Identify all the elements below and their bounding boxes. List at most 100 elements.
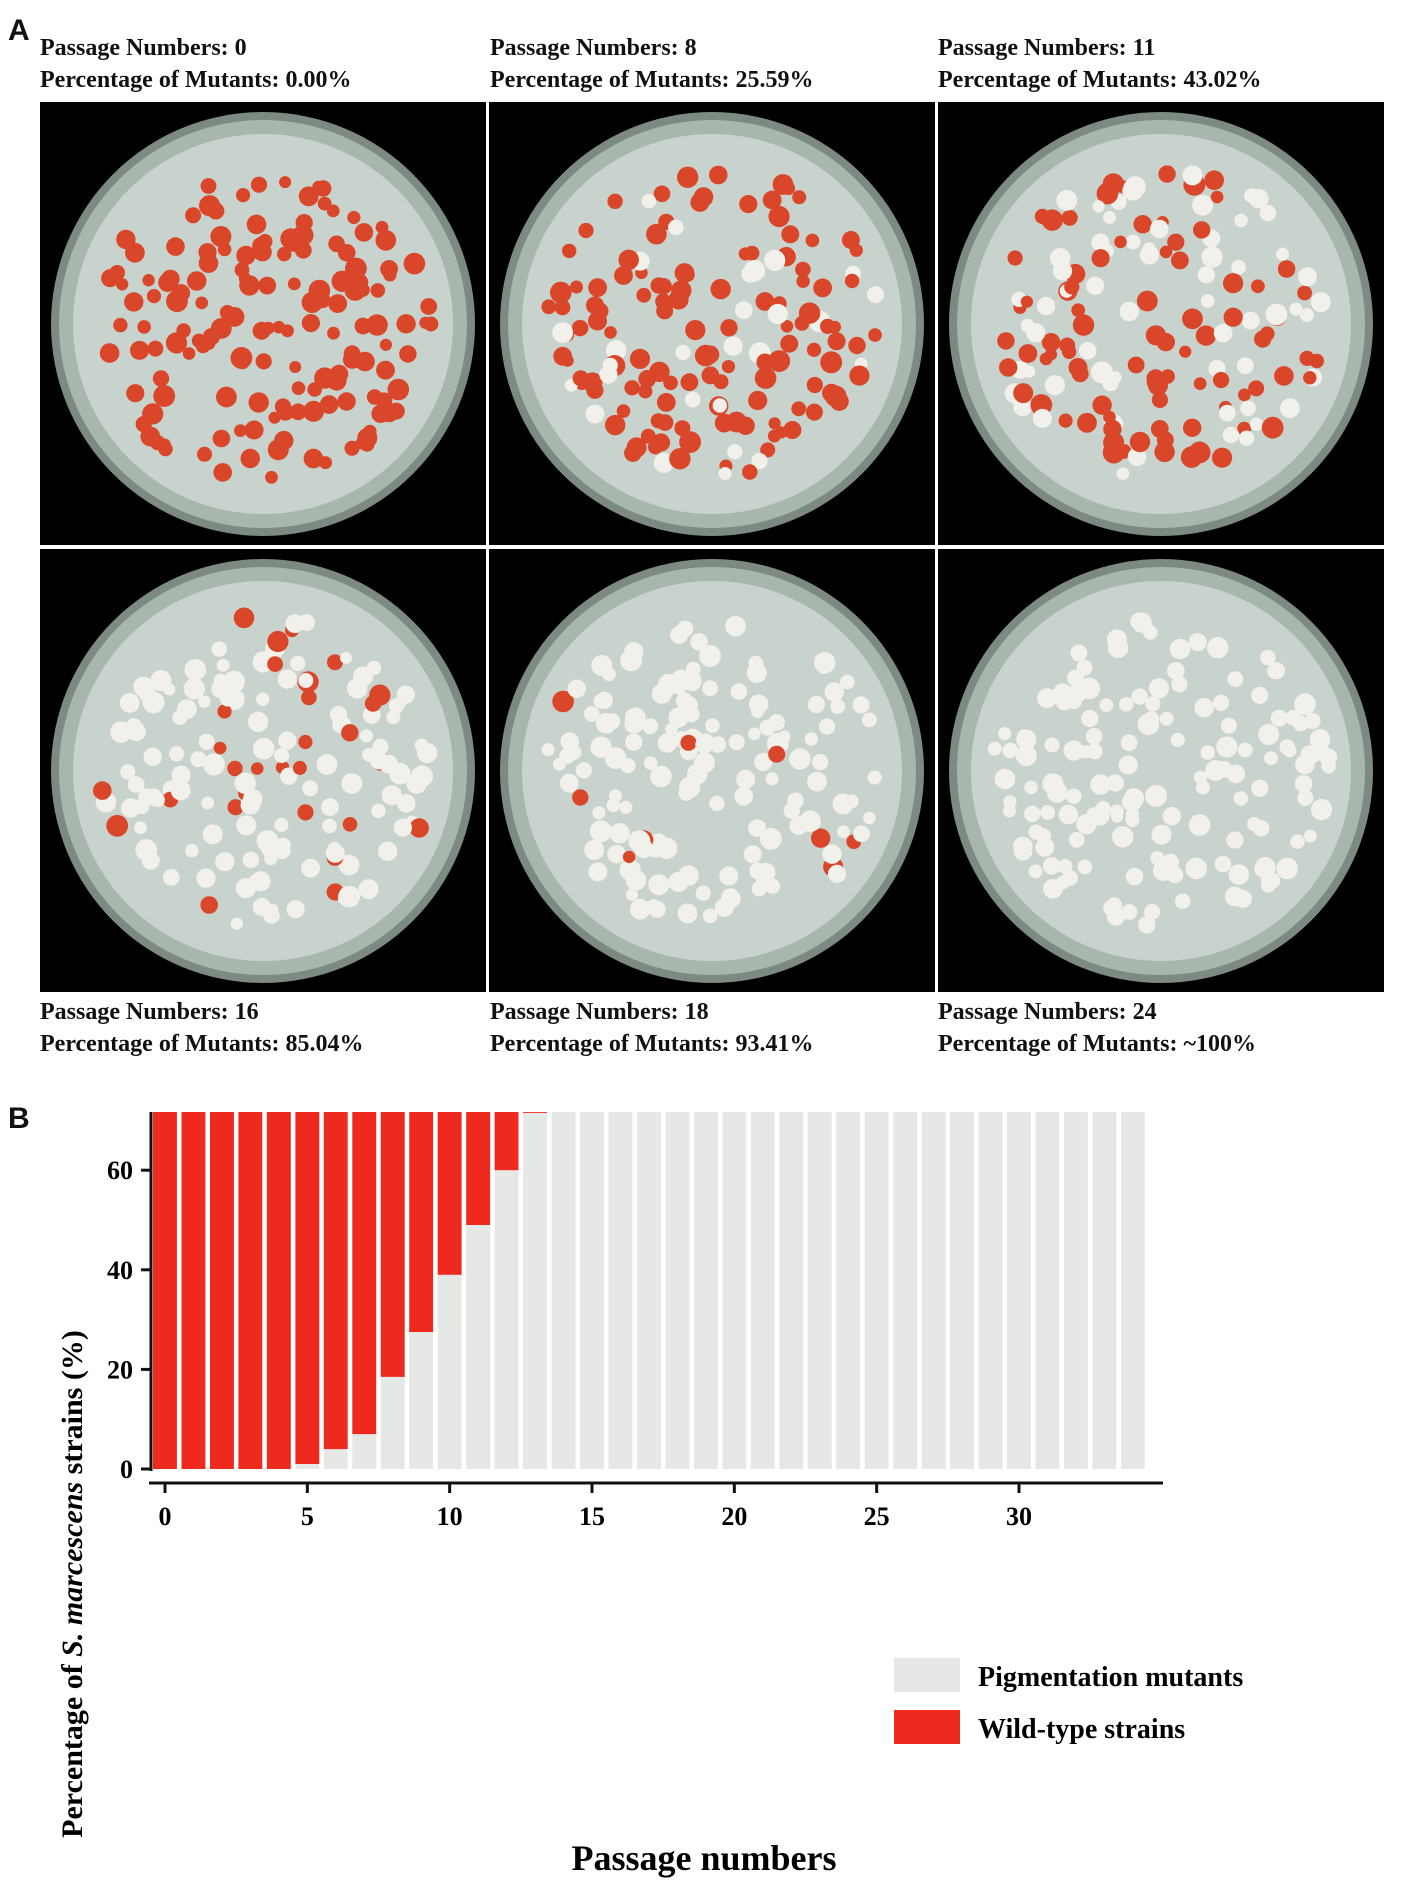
colony xyxy=(1223,307,1243,327)
colony xyxy=(1090,774,1111,795)
colony xyxy=(316,754,338,775)
colony xyxy=(126,384,145,403)
colony xyxy=(1182,165,1203,186)
colony xyxy=(420,298,438,315)
colony xyxy=(399,345,417,363)
colony xyxy=(150,793,165,808)
colony xyxy=(1162,807,1181,826)
colony xyxy=(340,651,352,664)
colony xyxy=(1160,369,1175,384)
colony xyxy=(1131,688,1148,705)
colony xyxy=(1294,775,1313,793)
colony xyxy=(295,214,313,232)
colony xyxy=(250,762,264,775)
colony xyxy=(291,381,306,396)
plate-6-mutants: Percentage of Mutants: ~100% xyxy=(938,1031,1256,1057)
colony xyxy=(1028,824,1044,840)
colony xyxy=(248,711,269,732)
colony xyxy=(694,752,715,774)
colony xyxy=(1125,812,1140,827)
colony xyxy=(994,768,1016,790)
colony xyxy=(1078,342,1097,360)
agar-surface xyxy=(971,581,1351,961)
colony xyxy=(350,273,369,292)
colony xyxy=(567,679,586,698)
colony xyxy=(868,328,882,342)
colony xyxy=(1193,377,1207,390)
bar-mutant xyxy=(978,1112,1003,1469)
colony xyxy=(668,219,684,236)
colony xyxy=(1103,211,1116,224)
bar-mutant xyxy=(1092,1112,1117,1469)
bar-wild-type xyxy=(210,1112,234,1469)
plate-photo-5 xyxy=(489,549,935,992)
colony xyxy=(1156,332,1175,352)
colony xyxy=(317,196,332,211)
colony xyxy=(1013,383,1034,404)
colony xyxy=(622,850,636,864)
colony xyxy=(303,448,324,469)
colony xyxy=(190,751,207,768)
colony xyxy=(629,898,651,920)
colony xyxy=(279,176,292,189)
colony xyxy=(657,733,677,753)
colony xyxy=(578,222,594,239)
colony xyxy=(370,283,386,298)
colony xyxy=(599,365,618,384)
colony xyxy=(1092,200,1105,213)
colony xyxy=(1233,889,1252,908)
colony xyxy=(337,392,356,411)
colonies xyxy=(541,165,884,480)
colony xyxy=(166,290,188,313)
colony xyxy=(267,630,289,653)
colony xyxy=(1133,215,1152,234)
bar-mutant xyxy=(1064,1112,1088,1469)
colony xyxy=(200,896,218,914)
colony xyxy=(134,821,147,835)
colony xyxy=(162,869,180,886)
colony xyxy=(1049,248,1071,269)
colony xyxy=(372,738,389,755)
colony xyxy=(297,804,314,821)
stacked-bar-chart: 020406080100051015202530 Pigmentation mu… xyxy=(56,1112,1243,1878)
colony xyxy=(718,467,732,480)
colony xyxy=(1018,344,1038,363)
colony xyxy=(751,453,768,470)
colony xyxy=(369,751,389,770)
colony xyxy=(375,230,397,251)
colony xyxy=(1259,204,1277,222)
colony xyxy=(1297,790,1314,806)
colony xyxy=(787,792,804,810)
colony xyxy=(743,260,766,282)
colony xyxy=(1040,805,1056,820)
colony xyxy=(1295,754,1315,775)
bar-mutant xyxy=(409,1332,434,1469)
bar-mutant xyxy=(323,1449,348,1469)
colony xyxy=(1106,450,1120,464)
colony xyxy=(572,789,589,806)
colony xyxy=(723,336,743,356)
colony xyxy=(289,361,302,373)
colony xyxy=(1099,698,1114,713)
colony xyxy=(1071,365,1089,383)
colony xyxy=(216,658,230,672)
bar-mutant xyxy=(893,1112,918,1469)
colony xyxy=(772,174,794,195)
bar-mutant xyxy=(608,1112,633,1469)
colony xyxy=(625,888,639,901)
colony xyxy=(588,862,608,882)
colony xyxy=(677,903,698,924)
colony xyxy=(812,754,829,771)
colony xyxy=(253,737,275,760)
colony xyxy=(828,320,841,334)
y-axis-label-part1: Percentage of xyxy=(56,1657,89,1838)
colony xyxy=(1249,417,1264,431)
colony xyxy=(638,370,657,388)
bar-mutant xyxy=(437,1274,462,1469)
colony xyxy=(727,444,743,460)
colony xyxy=(342,817,358,832)
colony xyxy=(359,729,373,743)
colony xyxy=(165,332,188,354)
colony xyxy=(274,817,289,832)
colony xyxy=(1058,413,1073,428)
